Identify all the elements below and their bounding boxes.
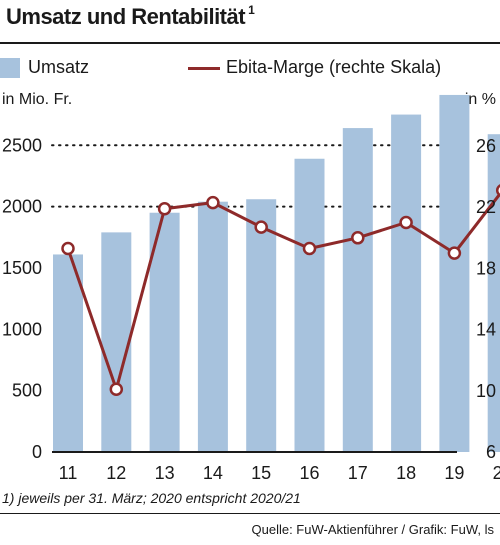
bar-12: [101, 232, 132, 452]
y-left-tick-label: 1000: [2, 319, 42, 339]
legend-bar-swatch: [0, 58, 20, 78]
bar-11: [53, 254, 83, 452]
x-tick-label: 19: [444, 463, 464, 483]
bar-18: [391, 114, 422, 452]
x-tick-label: 14: [203, 463, 223, 483]
y-left-tick-label: 2500: [2, 135, 42, 155]
right-axis-unit: in %: [464, 91, 496, 108]
x-tick-label: 13: [155, 463, 175, 483]
legend-line-label: Ebita-Marge (rechte Skala): [226, 57, 442, 77]
y-right-tick-label: 26: [476, 136, 496, 156]
axis-layer: 11 12 13 14 15 16 17 18 19 20 0 500 1000 1500 2000 2500…: [2, 135, 500, 483]
margin-point-12: [109, 382, 124, 397]
source-credit: Quelle: FuW-Aktienführer / Grafik: FuW, …: [251, 522, 495, 537]
x-tick-label: 20: [493, 463, 500, 483]
footer-rule: [0, 513, 500, 514]
margin-point-16: [302, 241, 317, 256]
x-tick-label: 15: [251, 463, 271, 483]
left-axis-unit: in Mio. Fr.: [2, 91, 73, 108]
bar-17: [342, 128, 373, 452]
y-right-tick-label: 14: [476, 320, 496, 340]
margin-point-20: [495, 184, 500, 197]
legend-bar-label: Umsatz: [28, 57, 90, 77]
bar-13: [149, 212, 180, 452]
bar-layer: [53, 94, 500, 453]
x-tick-label: 17: [348, 463, 368, 483]
margin-point-17: [351, 231, 365, 245]
margin-point-14: [206, 195, 220, 210]
footnote: 1) jeweils per 31. März; 2020 entspricht…: [2, 490, 301, 506]
line-layer: [61, 184, 500, 397]
y-right-tick-label: 18: [476, 258, 496, 278]
y-right-tick-label: 10: [476, 381, 496, 401]
bar-14: [197, 201, 228, 452]
bar-15: [246, 199, 277, 452]
x-tick-label: 11: [59, 463, 78, 483]
x-tick-label: 18: [396, 463, 416, 483]
y-left-tick-label: 2000: [2, 197, 42, 217]
margin-point-18: [399, 215, 413, 230]
legend-line-swatch: [188, 67, 220, 70]
margin-point-13: [157, 201, 172, 216]
x-tick-label: 16: [299, 463, 319, 483]
bar-19: [439, 94, 470, 453]
y-left-tick-label: 500: [12, 381, 42, 401]
bar-20: [487, 134, 500, 452]
legend: Umsatz Ebita-Marge (rechte Skala): [0, 50, 500, 86]
title-footnote-marker: 1: [248, 2, 255, 17]
margin-point-19: [447, 246, 462, 260]
margin-line: [66, 191, 500, 391]
title-rule: [0, 42, 500, 44]
chart-title: Umsatz und Rentabilität 1: [6, 2, 255, 29]
x-tick-label: 12: [106, 463, 126, 483]
margin-point-15: [254, 220, 268, 234]
margin-point-11: [61, 241, 75, 256]
y-left-tick-label: 1500: [2, 258, 42, 278]
y-right-tick-label: 6: [486, 442, 496, 462]
y-left-tick-label: 0: [32, 442, 42, 462]
bar-16: [294, 158, 325, 452]
y-right-tick-label: 22: [476, 197, 496, 217]
